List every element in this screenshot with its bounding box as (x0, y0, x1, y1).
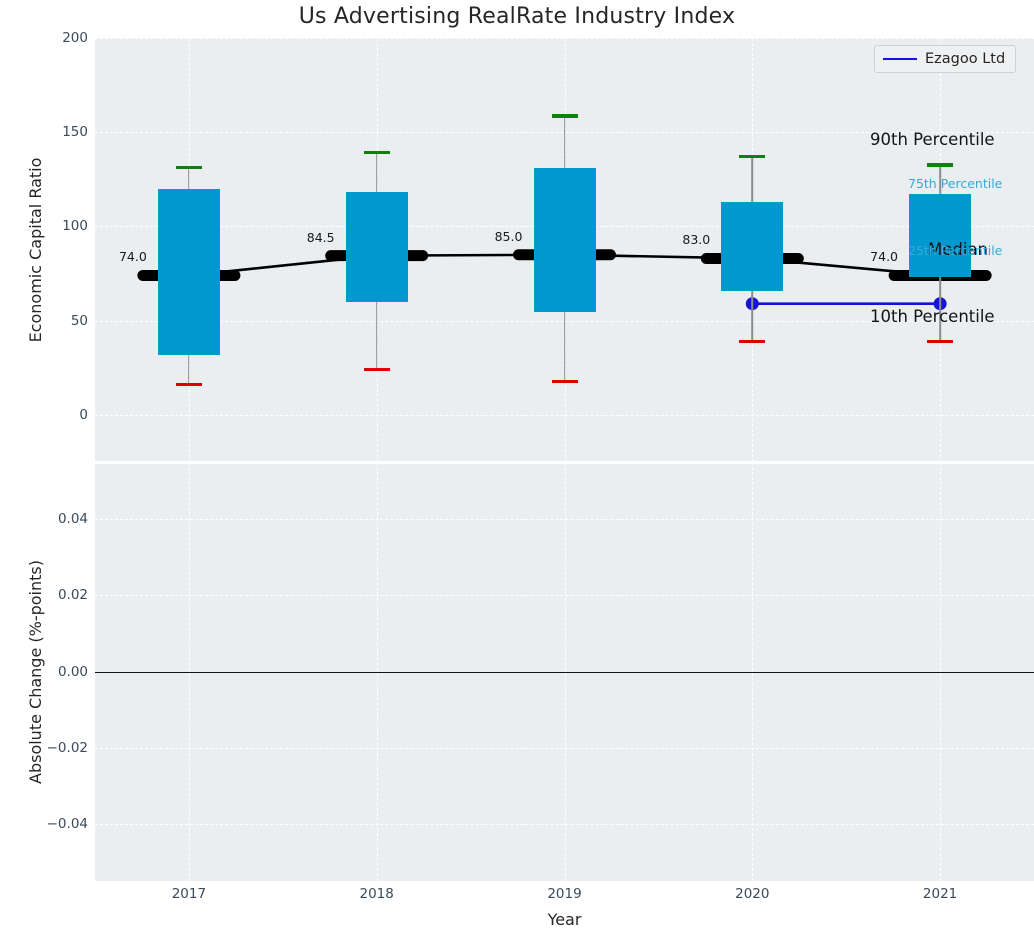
median-value-label: 84.5 (306, 229, 335, 245)
median-value-label: 74.0 (118, 249, 147, 265)
box-iqr (909, 194, 972, 278)
p90-annotation: 90th Percentile (870, 130, 995, 149)
y-tick-label: 150 (62, 124, 88, 141)
whisker-cap-high (363, 151, 390, 155)
y-tick-label: −0.02 (46, 739, 88, 756)
chart-title: Us Advertising RealRate Industry Index (298, 4, 736, 29)
y-tick-label: 0.00 (57, 663, 88, 680)
y-tick-label: 200 (62, 30, 88, 46)
box-iqr (157, 188, 220, 355)
top-plot-panel (95, 38, 1034, 462)
median-value-label: 74.0 (870, 249, 899, 265)
box-iqr (721, 201, 784, 291)
panel-separator (95, 461, 1034, 464)
y-tick-label: 0 (79, 406, 88, 423)
legend-label-ezagoo: Ezagoo Ltd (925, 51, 1006, 67)
whisker-cap-high (175, 166, 202, 170)
legend[interactable]: Ezagoo Ltd (874, 45, 1017, 73)
y-tick-label: 50 (70, 312, 88, 329)
whisker-cap-low (363, 367, 390, 371)
x-tick-label: 2017 (171, 886, 207, 902)
whisker-cap-high (551, 114, 578, 118)
median-value-label: 83.0 (682, 232, 711, 248)
x-tick-label: 2019 (547, 886, 582, 902)
x-axis-label: Year (547, 910, 582, 929)
p25-annotation: 25th Percentile (908, 243, 1003, 258)
whisker-cap-high (927, 163, 954, 167)
y-tick-label: 0.04 (57, 511, 88, 528)
whisker-cap-high (739, 154, 766, 159)
p75-annotation: 75th Percentile (908, 176, 1003, 191)
whisker-cap-low (927, 339, 954, 343)
p10-annotation: 10th Percentile (870, 307, 995, 326)
y-axis-ticks: 0 50 100 150 200 0.04 0.02 0.00 −0.02 −0.04 (0, 0, 88, 942)
y-tick-label: 0.02 (57, 587, 88, 604)
whisker-cap-low (739, 339, 766, 343)
zero-reference-line (95, 671, 1034, 674)
box-iqr (533, 168, 596, 313)
whisker-cap-low (175, 382, 202, 387)
y-axis-label-top: Economic Capital Ratio (26, 157, 45, 343)
bottom-plot-panel (95, 462, 1034, 881)
x-tick-label: 2020 (735, 886, 770, 902)
x-tick-label: 2018 (359, 886, 394, 902)
box-iqr (345, 191, 408, 302)
median-value-label: 85.0 (494, 228, 523, 244)
y-axis-label-bottom: Absolute Change (%-points) (26, 560, 45, 784)
median-annotation: Median (928, 240, 989, 259)
y-tick-label: 100 (62, 218, 88, 235)
whisker-cap-low (551, 380, 578, 384)
legend-line-icon (883, 58, 917, 60)
y-tick-label: −0.04 (46, 815, 88, 832)
x-tick-label: 2021 (922, 886, 958, 902)
